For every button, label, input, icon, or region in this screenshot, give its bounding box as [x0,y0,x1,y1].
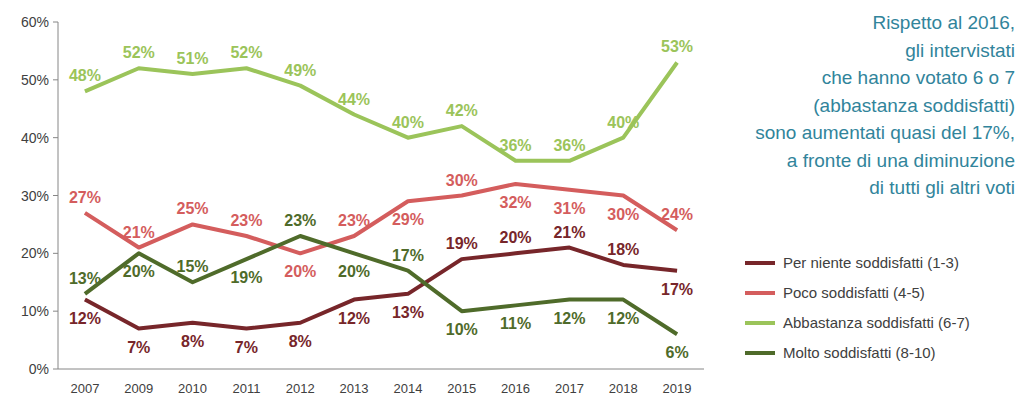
data-label: 25% [177,200,209,217]
data-label: 29% [392,211,424,228]
data-label: 27% [69,189,101,206]
series-line [85,236,677,334]
y-tick-label: 0% [29,361,49,377]
y-tick-label: 60% [21,14,49,30]
y-tick-label: 50% [21,72,49,88]
series-line [85,248,677,329]
data-label: 8% [289,333,312,350]
annotation: di tutti gli altri voti [869,177,1015,198]
data-label: 20% [284,263,316,280]
data-label: 21% [123,224,155,241]
data-label: 13% [392,304,424,321]
data-label: 20% [500,229,532,246]
data-label: 8% [181,333,204,350]
data-label: 53% [661,38,693,55]
data-label: 11% [500,315,531,332]
y-tick-label: 10% [21,303,49,319]
legend-swatch [745,261,775,265]
legend-label: Abbastanza soddisfatti (6-7) [783,314,970,331]
data-label: 24% [661,206,693,223]
data-label: 23% [338,212,370,229]
annotation: (abbastanza soddisfatti) [813,95,1015,116]
legend-swatch [745,351,775,355]
data-label: 31% [553,200,585,217]
legend-swatch [745,321,775,325]
data-label: 10% [446,321,478,338]
data-label: 12% [69,310,101,327]
data-label: 42% [446,102,478,119]
y-tick-label: 30% [21,188,49,204]
data-label: 13% [69,270,101,287]
x-tick-label: 2013 [340,381,369,396]
x-tick-label: 2018 [609,381,638,396]
y-tick-label: 40% [21,130,49,146]
data-label: 48% [69,67,101,84]
series-line [85,184,677,253]
data-label: 18% [607,241,639,258]
series-line [85,62,677,160]
data-label: 52% [230,44,262,61]
data-label: 7% [127,339,150,356]
x-axis [58,369,704,370]
legend-label: Per niente soddisfatti (1-3) [783,254,959,271]
data-label: 12% [338,310,370,327]
data-label: 20% [123,263,155,280]
annotation: che hanno votato 6 o 7 [822,67,1015,88]
y-tick-label: 20% [21,245,49,261]
data-label: 52% [123,44,155,61]
y-tick [53,79,58,80]
x-tick-label: 2012 [286,381,315,396]
lines [85,62,677,334]
annotation: a fronte di una diminuzione [787,150,1015,171]
legend-swatch [745,291,775,295]
y-tick [53,253,58,254]
x-tick-label: 2014 [393,381,422,396]
x-tick-label: 2017 [555,381,584,396]
data-label: 12% [607,310,639,327]
data-label: 17% [661,281,693,298]
legend-label: Molto soddisfatti (8-10) [783,344,936,361]
data-label: 12% [553,310,585,327]
annotation: gli intervistati [905,40,1015,61]
data-label: 36% [553,137,585,154]
y-tick [53,369,58,370]
data-label: 19% [230,269,262,286]
data-label: 49% [284,62,316,79]
x-tick-label: 2016 [501,381,530,396]
data-label: 40% [392,114,424,131]
data-label: 51% [177,50,209,67]
data-label: 23% [284,212,316,229]
x-tick-label: 2015 [447,381,476,396]
x-tick-label: 2019 [663,381,692,396]
data-label: 30% [607,206,639,223]
x-tick-label: 2009 [124,381,153,396]
annotation: Rispetto al 2016, [872,12,1015,33]
annotation: sono aumentati quasi del 17%, [755,122,1015,143]
y-tick [53,22,58,23]
data-label: 6% [666,344,689,361]
y-tick [53,195,58,196]
data-label: 21% [553,224,585,241]
data-label: 20% [338,263,370,280]
chart: 0% 10% 20% 30% 40% 50% 60% 2007 2009 2010 2011 2012… [0,0,1023,415]
y-tick [53,311,58,312]
data-label: 19% [446,235,478,252]
data-label: 17% [392,247,424,264]
x-tick-label: 2011 [232,381,260,396]
data-label: 40% [607,114,639,131]
data-label: 36% [500,137,532,154]
data-label: 30% [446,172,478,189]
data-label: 32% [500,194,532,211]
data-label: 15% [177,258,209,275]
y-tick [53,137,58,138]
x-tick-label: 2007 [70,381,99,396]
data-label: 44% [338,91,370,108]
legend-label: Poco soddisfatti (4-5) [783,284,925,301]
data-label: 7% [235,339,258,356]
data-label: 23% [230,212,262,229]
x-tick-label: 2010 [178,381,207,396]
